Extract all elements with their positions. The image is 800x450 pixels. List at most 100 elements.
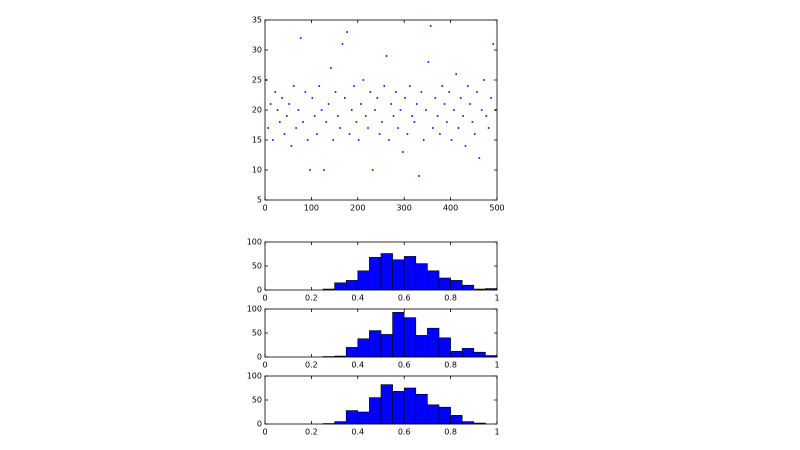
bar: [345, 410, 359, 425]
y-tick-label: 20: [252, 106, 262, 115]
point: [283, 133, 286, 135]
point: [485, 115, 488, 117]
x-tick-label: 0.2: [305, 428, 318, 437]
point: [406, 133, 409, 135]
point: [436, 115, 439, 117]
point: [325, 121, 328, 123]
point: [318, 85, 321, 87]
point: [362, 79, 365, 81]
x-tick-label: 0.8: [444, 361, 457, 370]
point: [460, 97, 462, 99]
bar: [415, 393, 428, 425]
bar: [369, 397, 382, 425]
y-tick-label: 50: [252, 262, 262, 271]
point: [471, 121, 474, 123]
x-tick-label: 0.2: [305, 294, 318, 303]
point: [408, 85, 411, 87]
point: [455, 73, 457, 75]
point: [402, 151, 404, 153]
point: [399, 109, 402, 111]
bar: [334, 282, 347, 291]
point: [286, 115, 288, 117]
bar: [473, 351, 486, 358]
point: [411, 115, 413, 117]
bar: [369, 257, 382, 291]
point: [309, 169, 311, 171]
bar: [415, 263, 428, 291]
point: [441, 85, 444, 87]
point: [473, 133, 476, 135]
point: [439, 133, 441, 135]
x-tick-label: 0: [262, 428, 267, 437]
point: [378, 133, 381, 135]
point: [281, 97, 283, 99]
point: [371, 169, 374, 171]
x-tick-label: 0: [262, 361, 267, 370]
x-tick-label: 0: [262, 204, 267, 213]
point: [469, 103, 471, 105]
point: [299, 37, 302, 39]
bar: [415, 335, 428, 358]
x-tick-label: 1: [494, 361, 499, 370]
bar: [380, 253, 393, 291]
x-tick-label: 0.4: [351, 294, 364, 303]
point: [353, 85, 355, 87]
x-tick-label: 0.6: [398, 361, 411, 370]
point: [313, 115, 316, 117]
point: [306, 139, 309, 141]
point: [478, 157, 481, 159]
point: [323, 169, 325, 171]
point: [462, 115, 464, 117]
point: [415, 103, 418, 105]
point: [420, 91, 423, 93]
point: [457, 127, 460, 129]
y-tick-label: 100: [247, 305, 262, 314]
x-tick-label: 500: [489, 204, 504, 213]
x-tick-label: 0.2: [305, 361, 318, 370]
x-tick-label: 0.8: [444, 294, 457, 303]
y-tick-label: 0: [257, 420, 262, 429]
point: [429, 25, 432, 27]
x-tick-label: 0.8: [444, 428, 457, 437]
point: [418, 175, 420, 177]
bar: [438, 337, 451, 358]
bar: [450, 415, 463, 425]
point: [376, 97, 379, 99]
y-tick-label: 50: [252, 329, 262, 338]
y-tick-label: 50: [252, 396, 262, 405]
x-tick-label: 0.4: [351, 428, 364, 437]
bar: [461, 284, 475, 291]
point: [350, 109, 353, 111]
point: [450, 139, 453, 141]
point: [279, 121, 281, 123]
bar: [403, 387, 417, 425]
point: [304, 91, 307, 93]
x-tick-label: 1: [494, 428, 499, 437]
bar: [450, 280, 463, 291]
point: [288, 103, 290, 105]
y-tick-label: 100: [247, 238, 262, 247]
point: [348, 133, 351, 135]
point: [360, 103, 362, 105]
y-tick-label: 35: [252, 16, 262, 25]
bar: [450, 350, 463, 358]
point: [269, 103, 272, 105]
x-tick-label: 400: [443, 204, 458, 213]
x-tick-label: 300: [397, 204, 412, 213]
point: [337, 115, 339, 117]
point: [274, 91, 277, 93]
bar: [357, 411, 370, 425]
y-tick-label: 0: [257, 286, 262, 295]
point: [344, 97, 346, 99]
point: [374, 109, 376, 111]
y-tick-label: 25: [252, 76, 262, 85]
point: [476, 91, 478, 93]
point: [422, 139, 425, 141]
y-tick-label: 15: [252, 136, 262, 145]
bar: [345, 347, 359, 358]
point: [339, 127, 341, 129]
point: [330, 67, 332, 69]
point: [297, 109, 300, 111]
bar: [380, 384, 393, 425]
point: [487, 127, 490, 129]
